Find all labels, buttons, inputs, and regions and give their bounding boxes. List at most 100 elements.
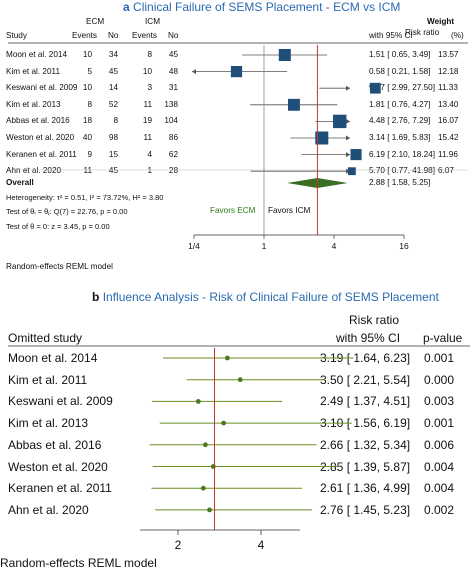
icm-no-value: 31 [168, 83, 178, 93]
study-square-marker [315, 131, 329, 145]
icm-events-value: 4 [147, 149, 152, 159]
overall-label: Overall [6, 178, 34, 187]
icm-events-value: 10 [142, 66, 152, 76]
omitted-study-name: Abbas et al. 2016 [8, 437, 102, 452]
omitted-study-name: Keswani et al. 2009 [8, 394, 113, 409]
study-square-marker [333, 114, 347, 129]
omitted-study-name: Keranen et al. 2011 [8, 481, 112, 496]
p-value: 0.006 [424, 437, 455, 452]
ecm-events-value: 18 [82, 116, 92, 126]
influence-point [207, 507, 212, 513]
risk-ratio-ci-value: 3.14 [ 1.69, 5.83] [369, 133, 431, 142]
risk-ratio-ci-value: 6.19 [ 2.10, 18.24] [369, 149, 436, 159]
panel-b-title: b Influence Analysis - Risk of Clinical … [92, 290, 439, 304]
weight-unit-header: (%) [451, 31, 464, 40]
study-square-marker [347, 167, 356, 176]
risk-ratio-ci-value: 0.58 [ 0.21, 1.58] [369, 66, 431, 76]
omitted-study-name: Ahn et al. 2020 [8, 502, 89, 517]
omitted-study-name: Kim et al. 2013 [8, 416, 89, 431]
influence-ci-value: 2.61 [ 1.36, 4.99] [320, 481, 411, 496]
p-value: 0.001 [424, 351, 455, 365]
p-value: 0.004 [424, 481, 455, 496]
panel-a-x-tick-label: 16 [399, 241, 409, 251]
overall-value: 2.88 [ 1.58, 5.25] [369, 178, 431, 187]
icm-no-value: 45 [168, 50, 178, 59]
icm-events-value: 11 [143, 99, 153, 109]
study-name: Keranen et al. 2011 [6, 149, 77, 159]
panel-a-x-tick-label: 1/4 [188, 241, 200, 251]
icm-no-value: 104 [164, 116, 178, 126]
weight-value: 6.07 [438, 166, 454, 176]
study-name: Kim et al. 2013 [6, 99, 61, 109]
influence-point [195, 399, 201, 404]
influence-ci-value: 2.66 [ 1.32, 5.34] [320, 437, 411, 452]
ecm-no-value: 45 [108, 66, 118, 76]
influence-ci-value: 3.50 [ 2.21, 5.54] [320, 372, 411, 387]
panel-a-x-tick-label: 1 [262, 241, 267, 251]
ci-arrow [192, 69, 196, 75]
influence-point [200, 485, 206, 491]
panel-a-letter: a [123, 0, 130, 14]
study-name: Abbas et al. 2016 [6, 116, 70, 126]
omitted-study-name: Kim et al. 2011 [8, 372, 88, 387]
ecm-events-value: 5 [87, 66, 92, 76]
risk-ratio-ci-value: 9.07 [ 2.99, 27.50] [369, 83, 436, 93]
study-square-marker [350, 149, 362, 161]
influence-point [224, 355, 230, 361]
ecm-no-value: 45 [108, 166, 118, 176]
icm-no-value: 86 [168, 133, 178, 142]
panel-b-title-text: Influence Analysis - Risk of Clinical Fa… [102, 290, 439, 304]
ecm-events-value: 8 [87, 99, 92, 109]
panel-b-letter: b [92, 290, 100, 304]
ci-arrow [346, 85, 350, 91]
risk-ratio-ci-value: 5.70 [ 0.77, 41.98] [369, 166, 436, 176]
weight-value: 12.18 [438, 66, 459, 76]
favors-ecm-label: Favors ECM [210, 206, 256, 215]
panel-a-model-note: Random-effects REML model [6, 262, 113, 271]
icm-no-value: 28 [168, 166, 178, 176]
p-value-header: p-value [423, 331, 463, 345]
ci-arrow [346, 118, 350, 124]
influence-rr-header: Risk ratio [349, 313, 400, 327]
ecm-no-value: 98 [108, 133, 118, 142]
weight-header: Weight [427, 17, 455, 26]
study-square-marker [230, 65, 243, 78]
weight-value: 16.07 [438, 116, 459, 126]
study-name: Ahn et al. 2020 [6, 166, 62, 176]
study-name: Kim et al. 2011 [6, 66, 61, 76]
weight-value: 11.96 [438, 149, 458, 159]
p-value: 0.001 [424, 416, 455, 431]
ecm-no-value: 15 [108, 149, 118, 159]
influence-point [221, 420, 227, 426]
ecm-no-header: No [108, 31, 119, 40]
ecm-no-value: 34 [108, 50, 118, 59]
ecm-no-value: 14 [108, 83, 118, 93]
influence-ci-value: 3.19 [ 1.64, 6.23] [320, 351, 411, 365]
icm-events-value: 3 [147, 83, 152, 93]
p-value: 0.000 [424, 372, 455, 387]
study-square-marker [278, 49, 291, 61]
omitted-study-name: Weston et al. 2020 [8, 459, 108, 474]
influence-ci-value: 3.10 [ 1.56, 6.19] [320, 416, 411, 431]
ecm-events-value: 10 [82, 50, 92, 59]
study-name: Weston et al. 2020 [6, 133, 75, 142]
p-value: 0.002 [424, 502, 455, 517]
icm-no-header: No [168, 31, 179, 40]
panel-a-title: a Clinical Failure of SEMS Placement - E… [123, 0, 400, 14]
panel-a-title-text: Clinical Failure of SEMS Placement - ECM… [133, 0, 401, 14]
heterogeneity-text: Heterogeneity: τ² = 0.51, I² = 73.72%, H… [6, 193, 164, 202]
ecm-events-value: 11 [83, 166, 93, 176]
influence-ci-value: 2.85 [ 1.39, 5.87] [320, 459, 411, 474]
ci-arrow [346, 152, 350, 158]
test-theta-text: Test of θ = 0: z = 3.45, p = 0.00 [6, 222, 110, 231]
icm-no-value: 138 [164, 99, 178, 109]
p-value: 0.004 [424, 459, 455, 474]
influence-ci-header: with 95% CI [336, 331, 401, 345]
test-theta-i-text: Test of θᵢ = θⱼ: Q(7) = 22.76, p = 0.00 [6, 207, 128, 216]
ecm-events-value: 9 [87, 149, 92, 159]
icm-events-value: 11 [143, 133, 153, 142]
omitted-study-name: Moon et al. 2014 [8, 351, 98, 365]
risk-ratio-ci-value: 1.51 [ 0.65, 3.49] [369, 50, 431, 59]
ecm-events-value: 10 [82, 83, 92, 93]
